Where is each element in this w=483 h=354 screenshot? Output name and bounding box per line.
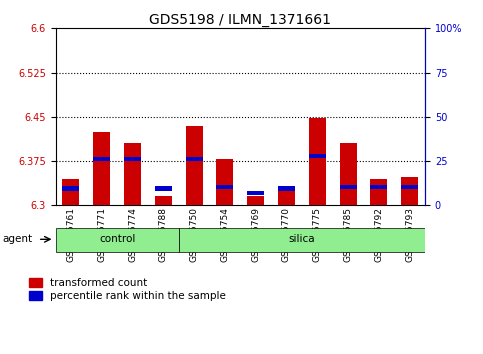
Text: agent: agent: [3, 234, 33, 244]
Bar: [370, 185, 387, 189]
Bar: [155, 187, 172, 190]
Bar: [62, 187, 79, 190]
Bar: [185, 126, 202, 205]
Bar: [247, 190, 264, 195]
Bar: [278, 187, 295, 190]
Bar: [309, 118, 326, 205]
Bar: [216, 185, 233, 189]
Bar: [93, 157, 110, 161]
Bar: [401, 185, 418, 189]
Bar: [93, 132, 110, 205]
Bar: [185, 157, 202, 161]
Text: control: control: [99, 234, 135, 244]
FancyBboxPatch shape: [56, 228, 179, 252]
Bar: [340, 143, 356, 205]
Text: silica: silica: [288, 234, 315, 244]
Bar: [370, 179, 387, 205]
Bar: [309, 154, 326, 158]
Bar: [124, 143, 141, 205]
Bar: [401, 177, 418, 205]
Bar: [340, 185, 356, 189]
Bar: [155, 196, 172, 205]
Bar: [124, 157, 141, 161]
Legend: transformed count, percentile rank within the sample: transformed count, percentile rank withi…: [29, 278, 226, 301]
Title: GDS5198 / ILMN_1371661: GDS5198 / ILMN_1371661: [149, 13, 331, 27]
Bar: [247, 196, 264, 205]
Bar: [62, 179, 79, 205]
Bar: [278, 188, 295, 205]
FancyBboxPatch shape: [179, 228, 425, 252]
Bar: [216, 159, 233, 205]
